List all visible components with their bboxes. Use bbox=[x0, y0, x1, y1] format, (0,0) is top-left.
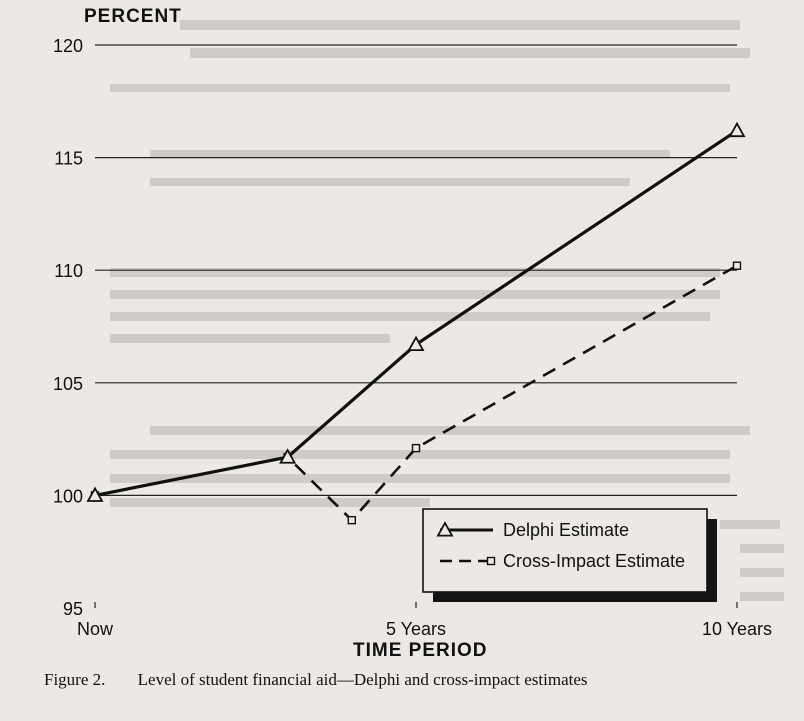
x-tick-label: 10 Years bbox=[702, 619, 772, 639]
legend-cross-impact-estimate-label: Cross-Impact Estimate bbox=[503, 551, 685, 571]
legend-delphi-estimate-label: Delphi Estimate bbox=[503, 520, 629, 540]
caption-text: Level of student financial aid—Delphi an… bbox=[137, 670, 588, 689]
y-tick-label: 100 bbox=[53, 486, 83, 506]
caption-figure-number: Figure 2. bbox=[44, 670, 106, 689]
legend-delphi-estimate-marker bbox=[436, 521, 454, 537]
delphi-estimate-point bbox=[407, 335, 425, 352]
y-tick-labels: 95 100 105 110 115 120 bbox=[53, 36, 83, 619]
y-tick-label: 95 bbox=[63, 599, 83, 619]
delphi-estimate-point bbox=[86, 486, 104, 502]
x-tick-label: 5 Years bbox=[386, 619, 446, 639]
figure-caption: Figure 2. Level of student financial aid… bbox=[44, 670, 588, 690]
y-tick-label: 120 bbox=[53, 36, 83, 56]
y-tick-label: 110 bbox=[54, 261, 83, 281]
legend-box bbox=[422, 508, 708, 593]
grid-lines bbox=[95, 44, 737, 496]
line-chart: 95 100 105 110 115 120 Now 5 Years 10 Years Del… bbox=[53, 36, 772, 639]
cross-impact-estimate-line bbox=[94, 264, 738, 523]
cross-impact-estimate-point bbox=[411, 443, 421, 453]
legend: Delphi Estimate Cross-Impact Estimate bbox=[422, 508, 717, 602]
x-tick-label: Now bbox=[77, 619, 114, 639]
series-group bbox=[86, 121, 746, 525]
delphi-estimate-point bbox=[279, 448, 297, 464]
x-axis-title: TIME PERIOD bbox=[353, 640, 488, 661]
legend-cross-impact-estimate-marker bbox=[486, 556, 496, 566]
x-tick-labels: Now 5 Years 10 Years bbox=[77, 602, 772, 639]
cross-impact-estimate-point bbox=[732, 261, 742, 270]
y-axis-title: PERCENT bbox=[84, 6, 182, 27]
delphi-estimate-point bbox=[728, 121, 746, 138]
y-tick-label: 105 bbox=[53, 374, 83, 394]
y-tick-label: 115 bbox=[54, 149, 83, 169]
delphi-estimate-line bbox=[94, 129, 738, 497]
cross-impact-estimate-point bbox=[347, 515, 356, 525]
